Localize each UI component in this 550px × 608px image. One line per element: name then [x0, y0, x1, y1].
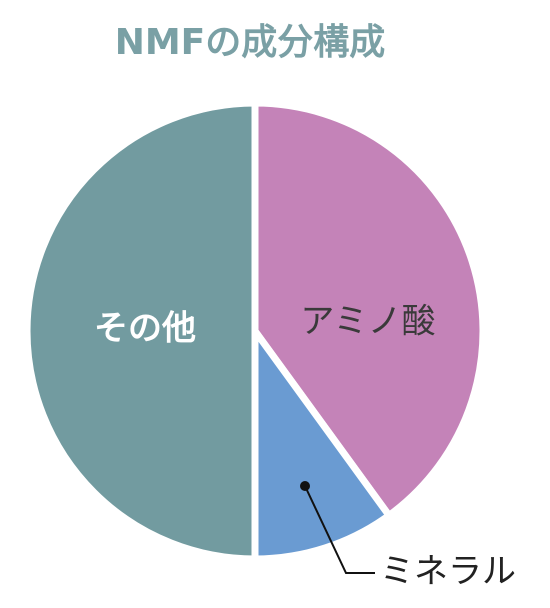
- chart-title: NMFの成分構成: [115, 22, 386, 63]
- pie-slice: [251, 320, 394, 563]
- pie-slice: [251, 99, 487, 521]
- pie-slice: [23, 99, 259, 563]
- slice-label: ミネラル: [380, 552, 516, 592]
- slice-label: その他: [94, 309, 196, 349]
- leader-line: [304, 485, 375, 574]
- slice-label: アミノ酸: [300, 302, 435, 342]
